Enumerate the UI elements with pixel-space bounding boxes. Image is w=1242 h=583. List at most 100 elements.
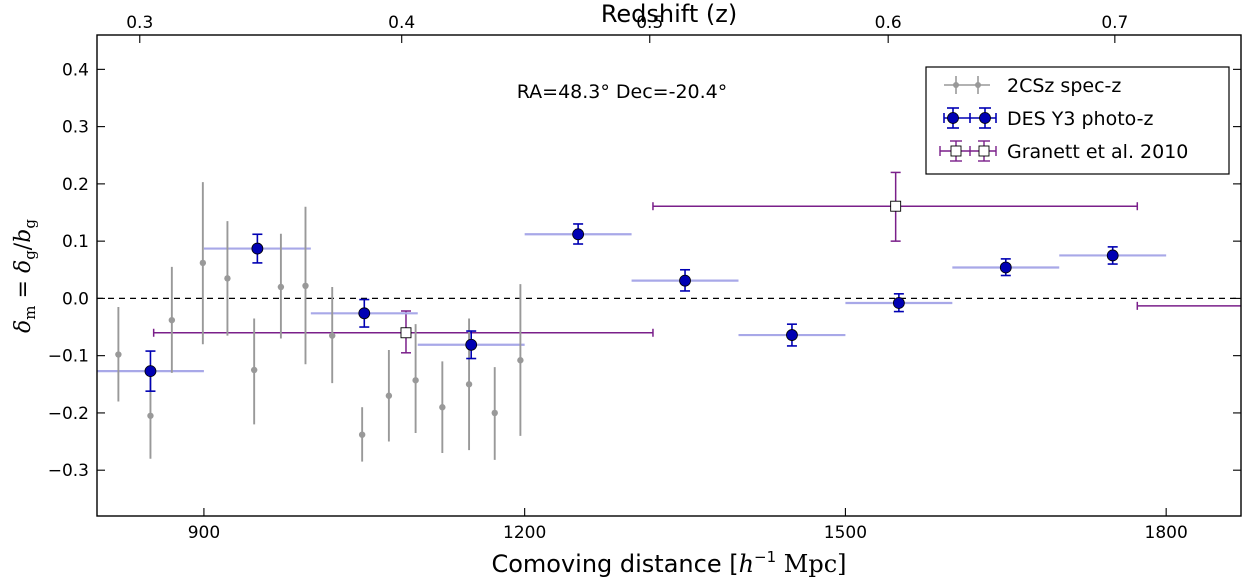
des-marker xyxy=(358,307,371,320)
spec-z-point xyxy=(439,361,446,454)
des-point xyxy=(572,223,585,245)
granett-point xyxy=(152,310,654,354)
x-axis-title-suffix: Mpc] xyxy=(776,550,846,578)
granett-marker xyxy=(890,200,902,212)
spec-z-point xyxy=(517,284,524,436)
des-marker xyxy=(999,261,1012,274)
legend-swatch-marker xyxy=(978,145,990,157)
y-tick-label: −0.2 xyxy=(48,404,89,424)
legend-label: 2CSz spec-z xyxy=(1007,75,1121,97)
plot-frame xyxy=(96,34,1242,517)
spec-z-marker xyxy=(439,404,446,411)
y-axis-title-lhs-sub: m xyxy=(21,305,39,319)
y-axis-title-slash: / xyxy=(11,242,36,250)
x-axis-title-exponent: −1 xyxy=(754,548,776,566)
des-point xyxy=(679,268,691,292)
y-axis-title: δm = δg/bg xyxy=(11,219,39,333)
y-tick-label: 0.1 xyxy=(62,232,89,252)
granett-point xyxy=(1136,301,1241,310)
y-axis-title-lhs: δ xyxy=(11,320,36,333)
top-tick-label: 0.5 xyxy=(636,13,663,33)
spec-z-marker xyxy=(329,332,336,339)
des-marker xyxy=(465,338,478,351)
y-tick-label: −0.3 xyxy=(48,461,89,481)
y-tick-label: 0.0 xyxy=(62,289,89,309)
legend-entry-2csz: 2CSz spec-z xyxy=(944,75,1121,97)
spec-z-point xyxy=(168,266,176,373)
annotation-ra-dec: RA=48.3° Dec=-20.4° xyxy=(517,81,728,103)
spec-z-marker xyxy=(358,431,366,438)
x-tick-label: 900 xyxy=(188,523,220,543)
spec-z-point xyxy=(277,233,285,339)
spec-z-point xyxy=(224,221,231,336)
spec-z-point xyxy=(329,286,336,384)
des-marker xyxy=(572,228,585,241)
spec-z-marker xyxy=(115,351,122,358)
spec-z-marker xyxy=(385,392,393,399)
des-point xyxy=(1106,246,1119,265)
legend-swatch-marker xyxy=(953,82,959,88)
top-tick-label: 0.4 xyxy=(388,13,415,33)
spec-z-marker xyxy=(517,357,524,364)
y-tick-label: 0.2 xyxy=(62,175,89,195)
legend-swatch-marker xyxy=(975,82,981,88)
top-axis-title: Redshift (z) xyxy=(601,0,737,28)
spec-z-point xyxy=(358,407,366,462)
top-tick-label: 0.3 xyxy=(126,13,153,33)
des-marker xyxy=(251,242,264,255)
des-marker xyxy=(892,297,905,309)
spec-z-marker xyxy=(199,259,207,267)
y-tick-label: 0.4 xyxy=(62,60,89,80)
legend-label: Granett et al. 2010 xyxy=(1007,141,1188,163)
y-axis-title-den-sub: g xyxy=(21,219,39,229)
spec-z-point xyxy=(302,206,309,365)
y-axis-title-equals: = xyxy=(11,273,36,305)
des-marker xyxy=(786,329,798,341)
x-axis-title: Comoving distance [h−1 Mpc] xyxy=(491,548,846,578)
des-point xyxy=(144,350,157,392)
legend-swatch-marker xyxy=(979,112,991,124)
spec-z-point xyxy=(115,306,122,402)
series-layer xyxy=(97,171,1241,462)
x-tick-label: 1800 xyxy=(1145,523,1188,543)
spec-z-point xyxy=(385,349,393,442)
spec-z-marker xyxy=(277,283,285,291)
des-marker xyxy=(1106,249,1119,262)
des-point xyxy=(786,323,798,347)
des-point xyxy=(358,298,371,328)
ticks-layer: 900 1200 1500 1800 −0.3 −0.2 −0.1 0.0 0.1 0.2 0.3 0… xyxy=(48,13,1241,543)
y-axis-title-num: δ xyxy=(11,260,36,273)
y-axis-title-den: b xyxy=(11,229,36,243)
des-marker xyxy=(144,365,157,378)
spec-z-marker xyxy=(147,412,154,419)
des-marker xyxy=(679,274,691,287)
spec-z-point xyxy=(412,324,419,433)
spec-z-point xyxy=(250,318,258,425)
legend: 2CSz spec-z DES Y3 photo-z xyxy=(925,66,1230,175)
x-tick-label: 1500 xyxy=(824,523,867,543)
spec-z-point xyxy=(199,182,207,345)
spec-z-marker xyxy=(412,377,419,384)
spec-z-marker xyxy=(250,366,258,374)
top-tick-label: 0.6 xyxy=(875,13,902,33)
legend-swatch-marker xyxy=(950,145,962,157)
x-tick-label: 1200 xyxy=(503,523,546,543)
spec-z-marker xyxy=(224,275,231,282)
y-tick-label: −0.1 xyxy=(48,347,89,367)
spec-z-marker xyxy=(491,409,498,417)
legend-label: DES Y3 photo-z xyxy=(1007,108,1153,130)
granett-point xyxy=(652,171,1139,242)
des-point xyxy=(999,258,1012,277)
legend-entry-granett: Granett et al. 2010 xyxy=(939,140,1188,163)
des-point xyxy=(892,293,905,313)
granett-marker xyxy=(400,327,412,339)
spec-z-marker xyxy=(168,316,176,324)
spec-z-marker xyxy=(465,381,473,388)
x-axis-title-prefix: Comoving distance [ xyxy=(491,550,738,578)
spec-z-point xyxy=(491,367,498,460)
spec-z-marker xyxy=(302,282,309,290)
des-point xyxy=(251,233,264,264)
legend-swatch-marker xyxy=(947,112,959,124)
y-tick-label: 0.3 xyxy=(62,118,89,138)
